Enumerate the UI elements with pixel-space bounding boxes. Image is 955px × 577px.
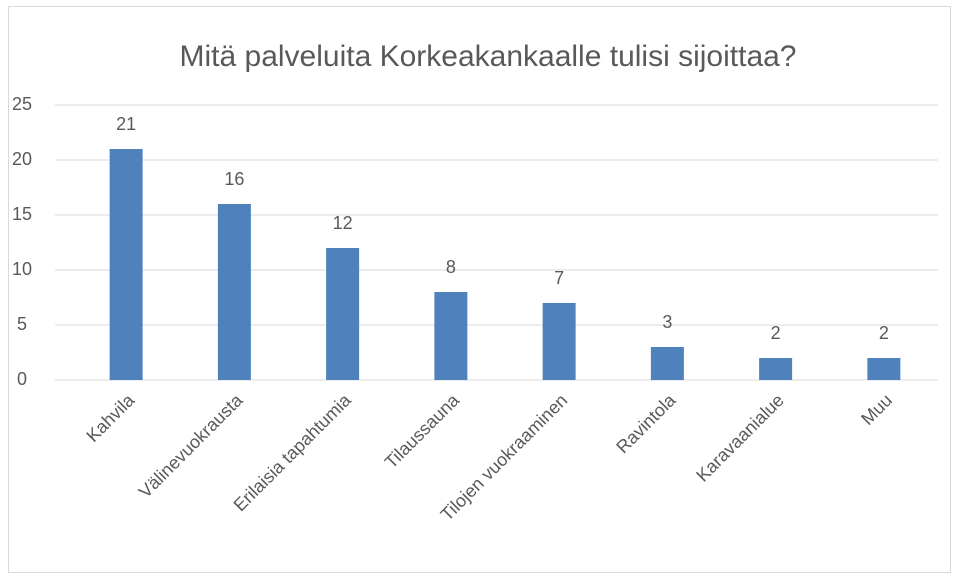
data-label: 7	[554, 268, 564, 288]
data-label: 2	[879, 323, 889, 343]
bar	[326, 248, 360, 380]
data-label: 16	[224, 169, 244, 189]
bar	[109, 149, 143, 380]
bar	[759, 358, 793, 380]
y-tick-label: 5	[17, 314, 27, 334]
y-tick-label: 25	[12, 94, 32, 114]
bar	[867, 358, 901, 380]
data-label: 2	[771, 323, 781, 343]
data-label: 8	[446, 257, 456, 277]
data-label: 21	[116, 114, 136, 134]
bar	[542, 303, 576, 380]
bar	[434, 292, 468, 380]
chart-title: Mitä palveluita Korkeakankaalle tulisi s…	[180, 40, 797, 73]
bar	[217, 204, 251, 380]
data-label: 3	[662, 312, 672, 332]
bar	[650, 347, 684, 380]
y-tick-label: 15	[12, 204, 32, 224]
y-tick-label: 10	[12, 259, 32, 279]
chart-border	[8, 6, 951, 573]
y-tick-label: 0	[17, 369, 27, 389]
y-tick-label: 20	[12, 149, 32, 169]
data-label: 12	[333, 213, 353, 233]
